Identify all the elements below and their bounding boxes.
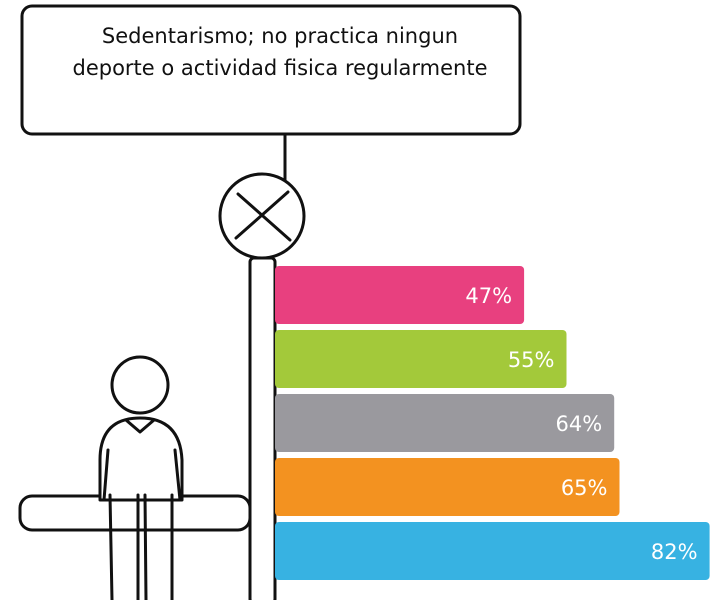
bar bbox=[275, 522, 710, 580]
value-label: 47% bbox=[465, 284, 512, 308]
chart: 47% 55% 64% 65% 82% bbox=[0, 0, 719, 600]
value-label: 65% bbox=[561, 476, 608, 500]
value-label: 55% bbox=[508, 348, 555, 372]
infographic: 47% 55% 64% 65% 82% Sedentarismo; no practic… bbox=[0, 0, 719, 600]
value-label: 82% bbox=[651, 540, 698, 564]
value-label: 64% bbox=[556, 412, 603, 436]
chart-title: Sedentarismo; no practica ningun deporte… bbox=[70, 20, 490, 84]
